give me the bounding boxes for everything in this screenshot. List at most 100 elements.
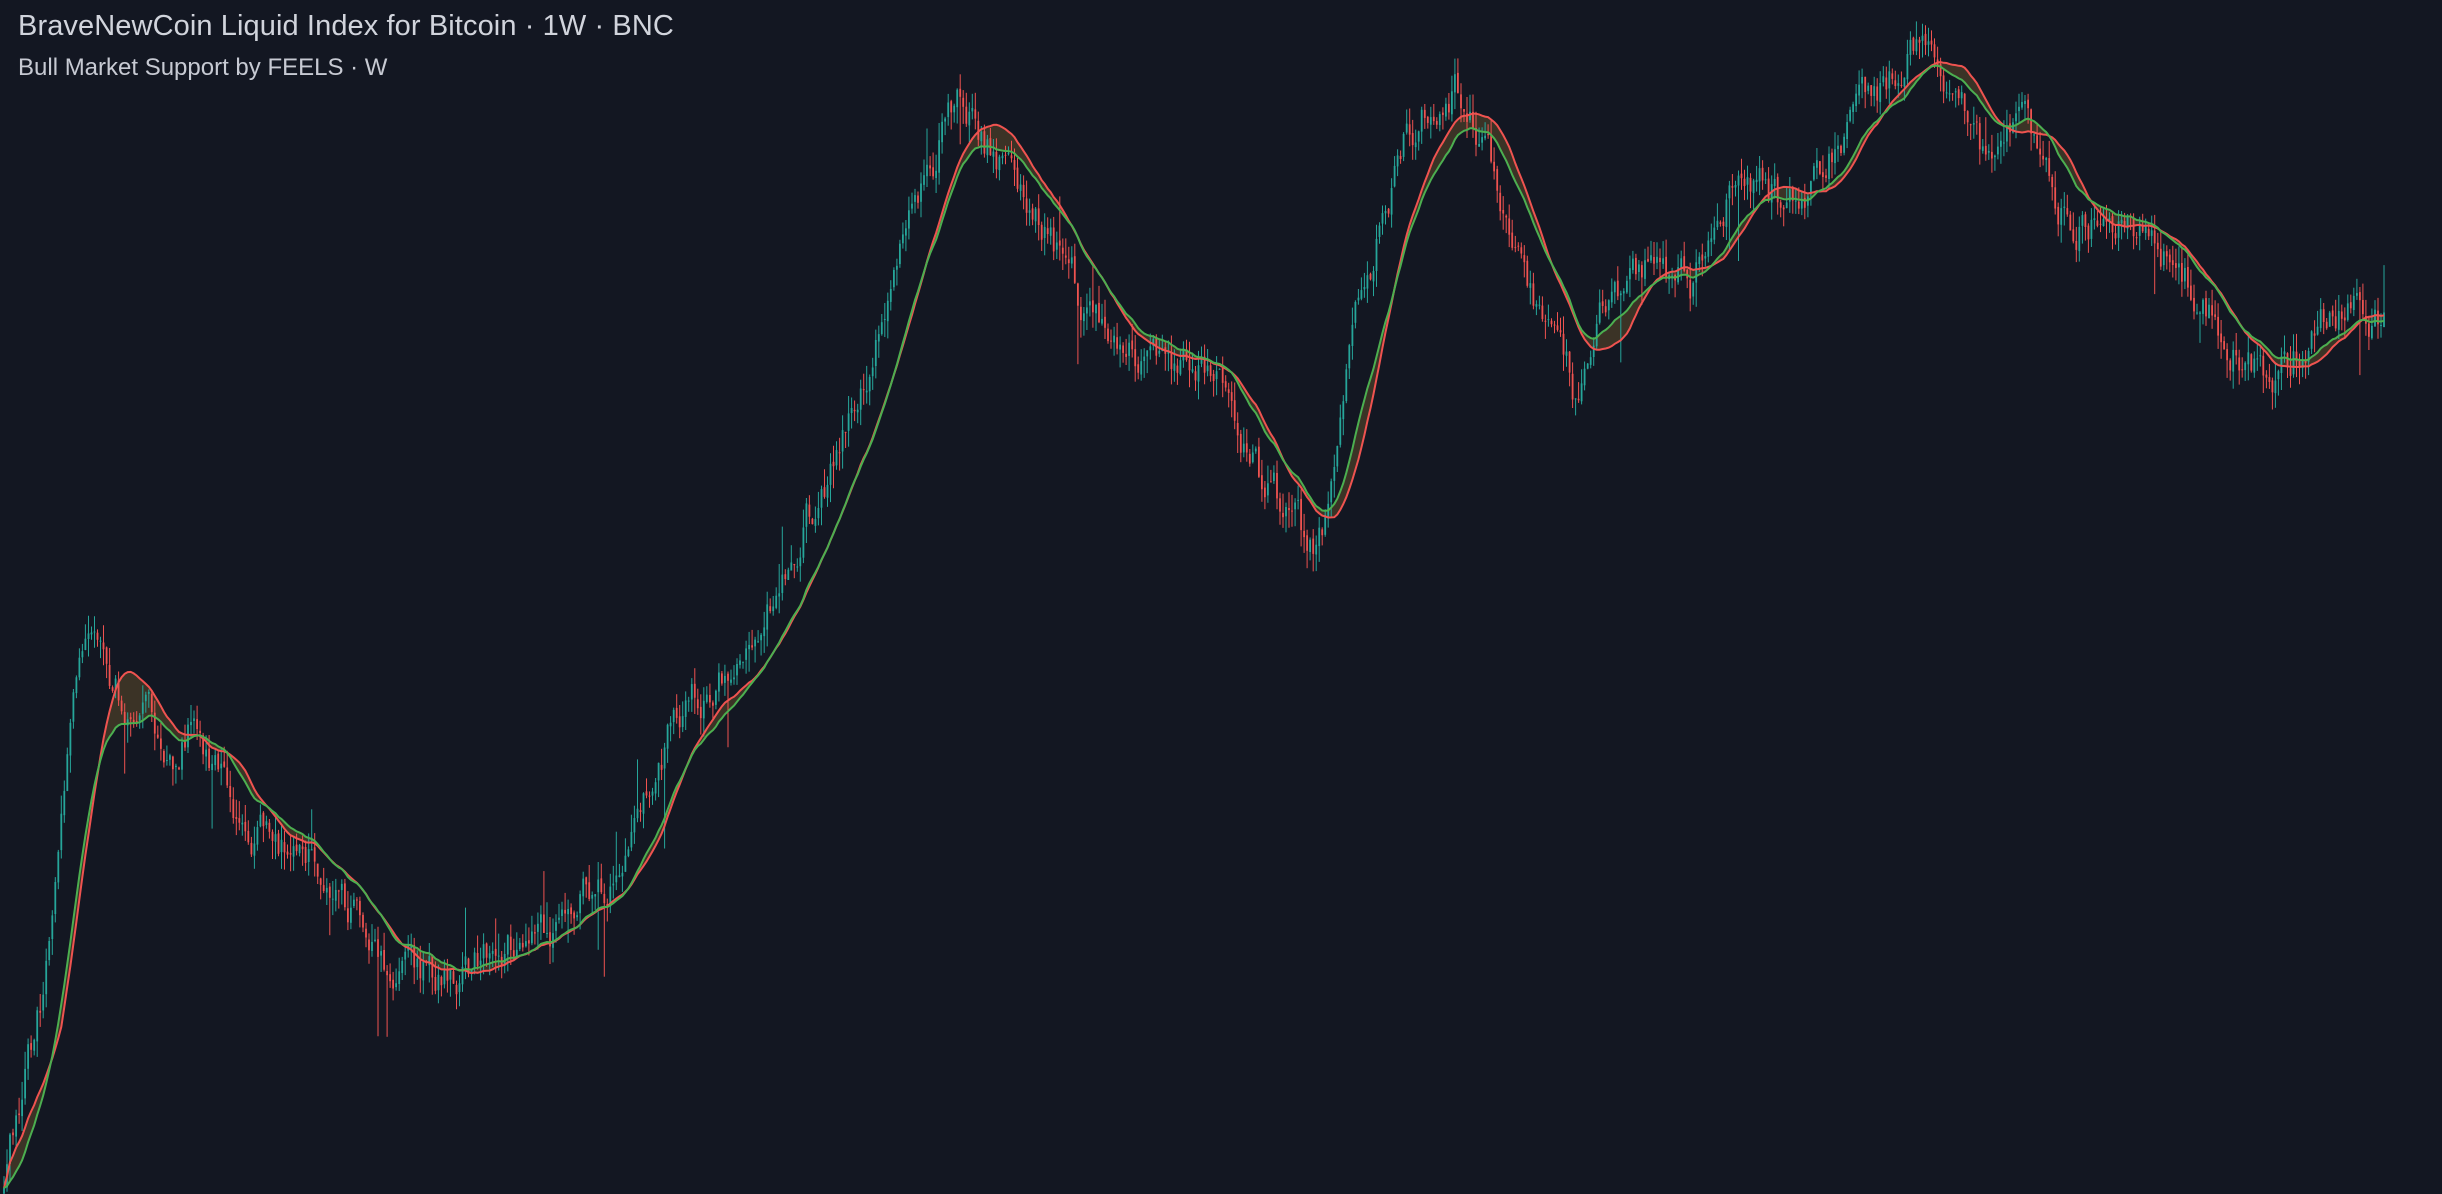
candle-up <box>1698 256 1701 264</box>
candle-down <box>528 940 530 944</box>
candle-up <box>2120 219 2123 224</box>
candle-down <box>1601 301 1604 306</box>
candle-down <box>2343 317 2346 321</box>
candle-down <box>1080 306 1082 321</box>
candle-down <box>1236 423 1239 436</box>
candle-up <box>736 664 738 676</box>
candle-up <box>1948 93 1951 95</box>
candle-down <box>1885 77 1888 90</box>
candle-up <box>1662 258 1664 264</box>
candle-up <box>280 839 283 853</box>
candle-down <box>1203 356 1206 373</box>
candle-up <box>166 760 168 761</box>
candle-up <box>956 89 959 108</box>
candle-up <box>190 721 192 726</box>
candle-up <box>739 660 741 665</box>
candle-up <box>2144 226 2147 233</box>
candle-down <box>1312 538 1315 554</box>
candle-down <box>1876 86 1879 101</box>
candle-up <box>1758 168 1761 182</box>
candle-up <box>2060 208 2063 225</box>
candle-down <box>2190 285 2192 300</box>
candle-down <box>570 907 572 915</box>
candle-up <box>733 677 735 680</box>
candle-up <box>48 941 51 961</box>
candle-up <box>615 875 618 883</box>
candle-down <box>509 936 512 950</box>
candle-up <box>2018 106 2020 112</box>
candle-down <box>455 984 458 995</box>
candle-down <box>2147 228 2150 237</box>
candle-up <box>2374 309 2376 327</box>
candle-down <box>1073 256 1076 283</box>
candle-up <box>1360 290 1363 299</box>
candle-down <box>2132 218 2135 237</box>
candle-down <box>2099 223 2102 225</box>
candle-down <box>2377 310 2379 325</box>
candle-down <box>751 645 753 648</box>
candle-up <box>799 557 802 567</box>
candle-up <box>802 527 805 558</box>
candle-down <box>2265 374 2268 378</box>
candle-down <box>1556 325 1559 330</box>
candle-down <box>2220 333 2222 343</box>
candle-down <box>1514 247 1517 249</box>
candle-up <box>2280 356 2283 373</box>
candle-down <box>229 786 232 797</box>
candle-up <box>1429 117 1432 125</box>
candle-down <box>1689 279 1692 299</box>
candle-up <box>1297 499 1299 501</box>
candle-up <box>488 953 491 959</box>
candle-down <box>977 120 980 140</box>
candle-up <box>1586 363 1589 369</box>
candle-down <box>1411 133 1414 146</box>
candle-up <box>72 692 75 722</box>
candle-up <box>256 827 259 845</box>
candle-down <box>105 647 108 664</box>
candle-down <box>2159 248 2162 267</box>
candle-down <box>1046 228 1049 234</box>
candle-down <box>917 195 919 203</box>
candle-down <box>2135 237 2138 239</box>
candle-down <box>585 877 588 885</box>
candle-up <box>1632 258 1634 270</box>
candle-down <box>862 389 865 391</box>
candle-down <box>1258 446 1260 477</box>
candle-down <box>549 932 551 947</box>
candle-up <box>27 1044 29 1069</box>
candle-up <box>214 755 217 766</box>
candle-up <box>796 566 799 568</box>
support-band-fill <box>4 62 2384 1189</box>
candle-down <box>1731 186 1734 188</box>
candle-up <box>1218 368 1221 370</box>
candle-down <box>319 878 322 885</box>
candle-down <box>202 735 204 755</box>
candle-up <box>1583 368 1586 386</box>
candle-down <box>603 893 606 904</box>
candle-up <box>1997 146 1999 155</box>
candle-up <box>1251 452 1254 463</box>
candle-down <box>1776 176 1779 203</box>
candle-up <box>1794 200 1797 202</box>
candle-up <box>1438 114 1441 126</box>
candle-up <box>1987 151 1990 153</box>
candle-down <box>1912 37 1915 51</box>
candle-down <box>1131 340 1134 350</box>
candle-down <box>1077 283 1079 306</box>
candle-up <box>1626 280 1628 293</box>
candle-down <box>277 833 280 854</box>
candle-down <box>2171 260 2174 265</box>
candle-down <box>2075 241 2078 250</box>
candle-down <box>132 719 135 723</box>
candle-up <box>531 931 533 944</box>
candle-up <box>1173 363 1176 371</box>
candle-up <box>1273 472 1275 481</box>
candle-up <box>1535 304 1538 307</box>
candle-down <box>1306 535 1308 551</box>
candle-up <box>2328 312 2331 327</box>
candle-up <box>938 140 940 173</box>
candle-down <box>347 908 349 923</box>
candle-down <box>1448 103 1450 113</box>
